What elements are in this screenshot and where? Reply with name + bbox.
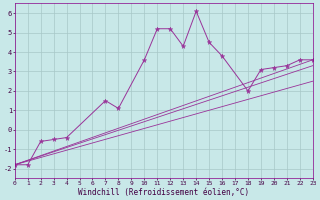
X-axis label: Windchill (Refroidissement éolien,°C): Windchill (Refroidissement éolien,°C) xyxy=(78,188,249,197)
